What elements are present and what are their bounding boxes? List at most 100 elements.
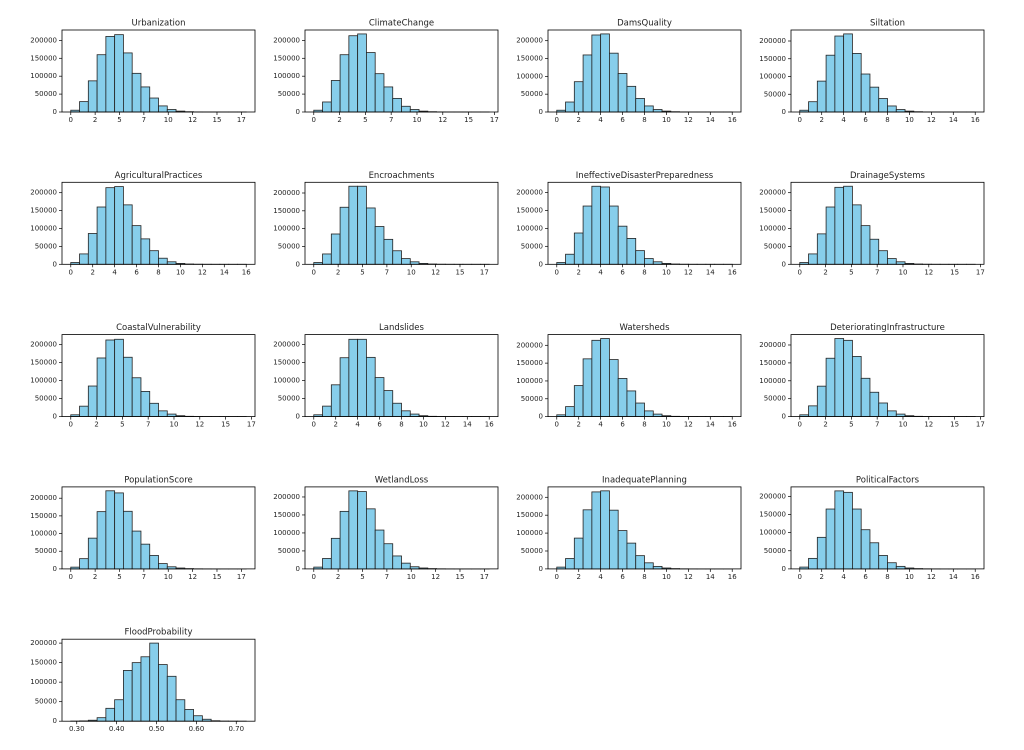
y-tick-label: 0 bbox=[53, 260, 57, 268]
bar bbox=[852, 53, 861, 112]
x-tick-label: 7 bbox=[142, 116, 146, 124]
y-tick-label: 200000 bbox=[273, 493, 300, 501]
x-tick-label: 14 bbox=[706, 116, 715, 124]
y-tick-label: 0 bbox=[539, 108, 543, 116]
chart-title: Encroachments bbox=[369, 171, 435, 181]
bar bbox=[106, 36, 115, 112]
bar bbox=[393, 403, 402, 416]
x-tick-label: 10 bbox=[413, 116, 422, 124]
x-tick-label: 8 bbox=[885, 573, 889, 581]
bar bbox=[817, 386, 826, 416]
x-tick-label: 15 bbox=[464, 116, 473, 124]
y-tick-label: 150000 bbox=[759, 359, 786, 367]
chart-title: DeterioratingInfrastructure bbox=[830, 323, 945, 333]
bar bbox=[97, 718, 106, 722]
bar bbox=[826, 358, 835, 416]
bar bbox=[358, 492, 367, 569]
y-tick-label: 150000 bbox=[30, 54, 57, 62]
y-tick-label: 100000 bbox=[759, 224, 786, 232]
y-tick-label: 50000 bbox=[278, 242, 300, 250]
x-tick-label: 15 bbox=[456, 573, 465, 581]
x-tick-label: 6 bbox=[863, 116, 868, 124]
bar bbox=[618, 226, 627, 264]
y-tick-label: 150000 bbox=[759, 55, 786, 63]
y-tick-label: 50000 bbox=[764, 90, 786, 98]
y-tick-label: 200000 bbox=[516, 341, 543, 349]
y-tick-label: 0 bbox=[296, 108, 300, 116]
x-tick-label: 5 bbox=[120, 421, 124, 429]
x-tick-label: 0 bbox=[69, 268, 73, 276]
bar bbox=[870, 87, 879, 112]
x-tick-label: 12 bbox=[431, 573, 440, 581]
x-tick-label: 2 bbox=[576, 268, 580, 276]
bar bbox=[323, 558, 332, 568]
bar bbox=[879, 251, 888, 265]
bar bbox=[340, 55, 349, 112]
chart-title: CoastalVulnerability bbox=[116, 323, 201, 333]
x-tick-label: 14 bbox=[706, 573, 715, 581]
bar bbox=[809, 558, 818, 569]
bar bbox=[132, 531, 141, 569]
x-tick-label: 0 bbox=[555, 421, 559, 429]
x-tick-label: 7 bbox=[146, 421, 150, 429]
bar bbox=[384, 544, 393, 569]
y-tick-label: 200000 bbox=[30, 189, 57, 197]
bar bbox=[566, 254, 575, 264]
bar bbox=[879, 403, 888, 417]
bar bbox=[645, 411, 654, 417]
bar bbox=[141, 544, 150, 569]
y-tick-label: 150000 bbox=[30, 512, 57, 520]
y-tick-label: 0 bbox=[539, 260, 543, 268]
x-tick-label: 17 bbox=[480, 573, 489, 581]
bar bbox=[583, 359, 592, 417]
y-tick-label: 50000 bbox=[35, 395, 57, 403]
x-tick-label: 17 bbox=[976, 421, 985, 429]
x-tick-label: 16 bbox=[728, 268, 737, 276]
bar bbox=[97, 512, 106, 569]
bar bbox=[627, 391, 636, 417]
bar bbox=[123, 205, 132, 264]
bar bbox=[150, 251, 159, 265]
bar bbox=[592, 340, 601, 416]
bar bbox=[106, 188, 115, 265]
y-tick-label: 50000 bbox=[764, 242, 786, 250]
bar bbox=[852, 509, 861, 569]
x-tick-label: 17 bbox=[490, 116, 499, 124]
y-tick-label: 100000 bbox=[759, 529, 786, 537]
y-tick-label: 150000 bbox=[516, 55, 543, 63]
bar bbox=[159, 106, 168, 112]
x-tick-label: 4 bbox=[112, 268, 117, 276]
bar bbox=[123, 53, 132, 112]
bar bbox=[645, 106, 654, 112]
x-tick-label: 12 bbox=[684, 268, 693, 276]
bar bbox=[358, 186, 367, 264]
bar bbox=[88, 234, 97, 265]
y-tick-label: 200000 bbox=[759, 341, 786, 349]
bar bbox=[366, 53, 375, 112]
x-tick-label: 8 bbox=[642, 116, 646, 124]
x-tick-label: 5 bbox=[117, 573, 121, 581]
bar bbox=[194, 716, 203, 721]
x-tick-label: 14 bbox=[463, 421, 472, 429]
chart-title: DamsQuality bbox=[617, 19, 672, 29]
y-tick-label: 50000 bbox=[764, 395, 786, 403]
x-tick-label: 6 bbox=[620, 268, 625, 276]
y-tick-label: 100000 bbox=[30, 530, 57, 538]
y-tick-label: 150000 bbox=[759, 510, 786, 518]
x-tick-label: 6 bbox=[620, 421, 625, 429]
bar bbox=[870, 543, 879, 569]
bar bbox=[852, 356, 861, 416]
bar bbox=[340, 207, 349, 264]
y-tick-label: 200000 bbox=[30, 494, 57, 502]
bar bbox=[384, 87, 393, 112]
y-tick-label: 200000 bbox=[516, 188, 543, 196]
bar bbox=[88, 386, 97, 417]
y-tick-label: 50000 bbox=[764, 547, 786, 555]
y-tick-label: 0 bbox=[53, 413, 57, 421]
x-tick-label: 0 bbox=[555, 268, 559, 276]
x-tick-label: 12 bbox=[438, 116, 447, 124]
y-tick-label: 150000 bbox=[516, 511, 543, 519]
x-tick-label: 2 bbox=[823, 268, 827, 276]
chart-title: Urbanization bbox=[131, 19, 185, 29]
y-tick-label: 100000 bbox=[516, 72, 543, 80]
